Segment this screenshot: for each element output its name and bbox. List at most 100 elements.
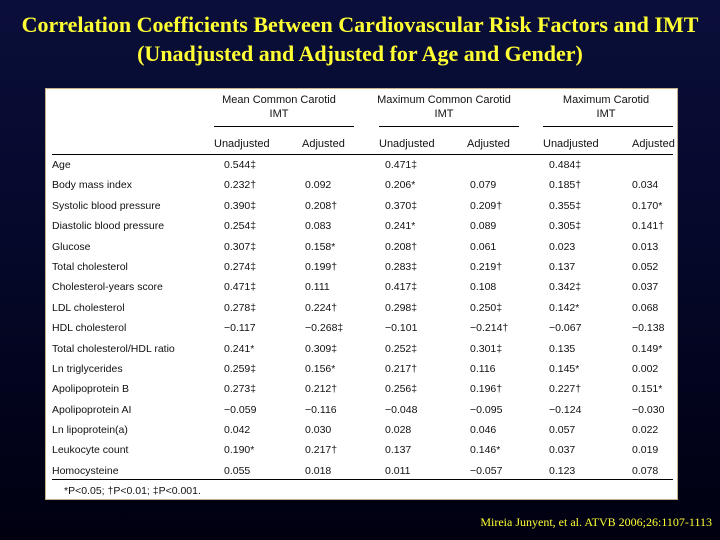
- table-cell: 0.307‡: [224, 240, 257, 253]
- table-cell: 0.013: [632, 240, 659, 253]
- table-row: HDL cholesterol −0.117 −0.268‡ −0.101 −0.214…: [52, 318, 673, 338]
- row-label: Total cholesterol: [52, 260, 128, 273]
- table-cell: 0.298‡: [385, 301, 418, 314]
- table-cell: −0.067: [549, 322, 582, 335]
- row-label: Age: [52, 159, 71, 171]
- table-cell: 0.342‡: [549, 281, 582, 294]
- table-cell: 0.390‡: [224, 199, 257, 212]
- table-cell: 0.217†: [305, 444, 338, 457]
- table-cell: 0.135: [549, 342, 576, 355]
- table-cell: 0.111: [305, 281, 330, 294]
- table-cell: 0.196†: [470, 383, 503, 396]
- row-label: Leukocyte count: [52, 444, 129, 457]
- row-label: Diastolic blood pressure: [52, 220, 165, 233]
- table-cell: −0.138: [632, 322, 665, 335]
- slide-title: Correlation Coefficients Between Cardiov…: [21, 12, 699, 66]
- subheader-adjusted-2: Adjusted: [467, 138, 510, 150]
- footnote: *P<0.05; †P<0.01; ‡P<0.001.: [64, 485, 201, 497]
- table-row: Homocysteine 0.055 0.018 0.011 −0.057 0.123 0.…: [52, 461, 673, 481]
- subheader-adjusted-1: Adjusted: [302, 138, 345, 150]
- subheader-adjusted-3: Adjusted: [632, 138, 675, 150]
- group-rule-1: [214, 126, 354, 127]
- table-cell: 0.145*: [549, 362, 580, 375]
- table-row: Total cholesterol/HDL ratio 0.241* 0.309‡ 0…: [52, 339, 673, 359]
- table-cell: 0.137: [549, 260, 576, 273]
- table-row: LDL cholesterol 0.278‡ 0.224† 0.298‡ 0.250‡ 0…: [52, 298, 673, 318]
- table-cell: 0.019: [632, 444, 659, 457]
- table-body: Age 0.544‡ 0.471‡ 0.484‡ Body mass index 0.23…: [52, 155, 673, 481]
- table-cell: 0.055: [224, 464, 251, 477]
- table-cell: 0.146*: [470, 444, 501, 457]
- table-cell: 0.544‡: [224, 159, 257, 171]
- table-cell: 0.355‡: [549, 199, 582, 212]
- table-cell: −0.117: [224, 322, 256, 335]
- table-cell: 0.028: [385, 424, 412, 437]
- table-row: Body mass index 0.232† 0.092 0.206* 0.079 0.1…: [52, 175, 673, 195]
- table-cell: 0.250‡: [470, 301, 503, 314]
- table-row: Glucose 0.307‡ 0.158* 0.208† 0.061 0.023 0.013: [52, 237, 673, 257]
- table-cell: 0.241*: [385, 220, 416, 233]
- row-label: Homocysteine: [52, 464, 119, 477]
- table-cell: 0.283‡: [385, 260, 418, 273]
- table-cell: 0.156*: [305, 362, 336, 375]
- table-cell: 0.212†: [305, 383, 338, 396]
- table-cell: 0.232†: [224, 179, 257, 192]
- table-cell: 0.022: [632, 424, 659, 437]
- table-cell: −0.101: [385, 322, 418, 335]
- subheader-unadjusted-1: Unadjusted: [214, 138, 270, 150]
- table-cell: 0.219†: [470, 260, 503, 273]
- citation: Mireia Junyent, et al. ATVB 2006;26:1107…: [480, 515, 712, 529]
- table-row: Apolipoprotein AI −0.059 −0.116 −0.048 −0.09…: [52, 400, 673, 420]
- table-cell: 0.190*: [224, 444, 255, 457]
- table-cell: 0.061: [470, 240, 497, 253]
- row-label: Apolipoprotein B: [52, 383, 130, 396]
- table-cell: 0.158*: [305, 240, 336, 253]
- table-cell: 0.208†: [385, 240, 418, 253]
- table-cell: 0.037: [632, 281, 659, 294]
- table-cell: 0.370‡: [385, 199, 418, 212]
- table-cell: −0.030: [632, 403, 665, 416]
- table-cell: 0.301‡: [470, 342, 503, 355]
- subheader-unadjusted-2: Unadjusted: [379, 138, 435, 150]
- table-cell: 0.471‡: [385, 159, 418, 171]
- table-cell: 0.083: [305, 220, 332, 233]
- table-cell: 0.116: [470, 362, 496, 375]
- table-cell: −0.124: [549, 403, 582, 416]
- table-cell: 0.142*: [549, 301, 580, 314]
- table-cell: 0.256‡: [385, 383, 418, 396]
- row-label: Apolipoprotein AI: [52, 403, 132, 416]
- table-cell: −0.214†: [470, 322, 509, 335]
- group-rule-3: [543, 126, 673, 127]
- table-cell: 0.273‡: [224, 383, 257, 396]
- table-cell: 0.078: [632, 464, 659, 477]
- table-row: Diastolic blood pressure 0.254‡ 0.083 0.241…: [52, 216, 673, 236]
- table-cell: 0.141†: [632, 220, 665, 233]
- footer-rule: [52, 479, 673, 480]
- table-cell: 0.471‡: [224, 281, 257, 294]
- table-cell: 0.305‡: [549, 220, 582, 233]
- row-label: LDL cholesterol: [52, 301, 125, 314]
- group-header-max-carotid: Maximum Carotid IMT: [562, 94, 650, 120]
- table-cell: 0.217†: [385, 362, 418, 375]
- group-rule-2: [379, 126, 519, 127]
- table-cell: 0.254‡: [224, 220, 257, 233]
- table-cell: 0.170*: [632, 199, 663, 212]
- group-header-max-common-carotid: Maximum Common Carotid IMT: [377, 94, 511, 120]
- table-cell: 0.224†: [305, 301, 338, 314]
- table-cell: 0.206*: [385, 179, 416, 192]
- row-label: Glucose: [52, 240, 91, 253]
- table-cell: −0.057: [470, 464, 503, 477]
- table-cell: −0.268‡: [305, 322, 344, 335]
- table-cell: −0.048: [385, 403, 418, 416]
- table-cell: 0.484‡: [549, 159, 582, 171]
- table-row: Ln triglycerides 0.259‡ 0.156* 0.217† 0.116 0…: [52, 359, 673, 379]
- table-cell: 0.089: [470, 220, 497, 233]
- table-cell: 0.079: [470, 179, 497, 192]
- table-cell: 0.002: [632, 362, 659, 375]
- table-cell: 0.149*: [632, 342, 663, 355]
- row-label: Ln lipoprotein(a): [52, 424, 128, 437]
- table-row: Age 0.544‡ 0.471‡ 0.484‡: [52, 155, 673, 175]
- table-row: Ln lipoprotein(a) 0.042 0.030 0.028 0.046 0.0…: [52, 420, 673, 440]
- table-row: Systolic blood pressure 0.390‡ 0.208† 0.370…: [52, 196, 673, 216]
- table-cell: 0.199†: [305, 260, 338, 273]
